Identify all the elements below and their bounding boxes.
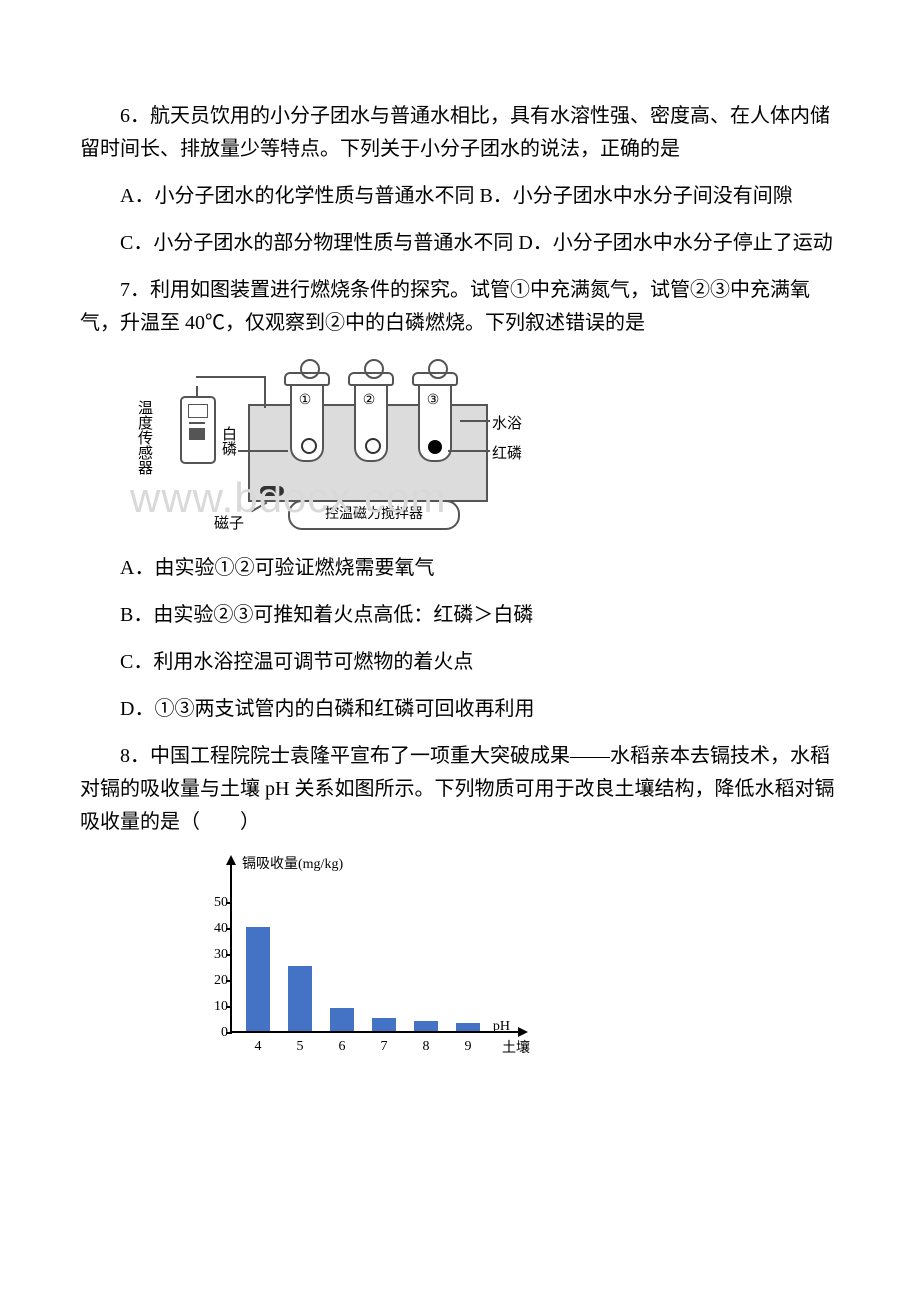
white-phosphorus-ball-2-icon bbox=[365, 438, 381, 454]
y-tick-mark bbox=[226, 980, 232, 982]
label-water-bath: 水浴 bbox=[492, 412, 522, 433]
sensor-wire-2 bbox=[196, 376, 266, 378]
stir-plate: 控温磁力搅拌器 bbox=[288, 500, 460, 530]
y-tick-label: 40 bbox=[198, 921, 228, 937]
y-tick-mark bbox=[226, 954, 232, 956]
y-tick-label: 30 bbox=[198, 947, 228, 963]
y-tick-mark bbox=[226, 928, 232, 930]
sensor-wire bbox=[196, 386, 198, 398]
q6-option-ab: A．小分子团水的化学性质与普通水不同 B．小分子团水中水分子间没有间隙 bbox=[80, 180, 840, 213]
q7-option-c: C．利用水浴控温可调节可燃物的着火点 bbox=[80, 646, 840, 679]
x-axis bbox=[230, 1031, 520, 1033]
x-axis-unit: pH bbox=[493, 1019, 510, 1035]
white-phosphorus-ball-icon bbox=[301, 438, 317, 454]
bar bbox=[414, 1021, 438, 1031]
label-white-phosphorus: 白磷 bbox=[218, 426, 239, 456]
cadmium-uptake-bar-chart: 镉吸收量(mg/kg) pH 土壤 0 10 20 30 40 50 4 5 6 7 8 9 bbox=[170, 853, 530, 1063]
tube-number-3: ③ bbox=[418, 392, 448, 409]
temperature-sensor-icon bbox=[180, 396, 216, 464]
x-tick-label: 5 bbox=[288, 1039, 312, 1055]
x-tick-label: 8 bbox=[414, 1039, 438, 1055]
x-tick-label: 9 bbox=[456, 1039, 480, 1055]
bar bbox=[372, 1018, 396, 1031]
q8-stem: 8．中国工程院院士袁隆平宣布了一项重大突破成果——水稻亲本去镉技术，水稻对镉的吸… bbox=[80, 740, 840, 839]
q8-figure: 镉吸收量(mg/kg) pH 土壤 0 10 20 30 40 50 4 5 6 7 8 9 bbox=[170, 853, 840, 1063]
magnet-icon bbox=[260, 486, 284, 496]
y-tick-label: 50 bbox=[198, 895, 228, 911]
tube-loop-3 bbox=[428, 359, 448, 379]
x-tick-label: 6 bbox=[330, 1039, 354, 1055]
bar bbox=[456, 1023, 480, 1031]
tube-number-2: ② bbox=[354, 392, 384, 409]
y-tick-mark bbox=[226, 1006, 232, 1008]
tube-loop-2 bbox=[364, 359, 384, 379]
label-sensor: 温度传感器 bbox=[134, 400, 155, 490]
lead-line-white-p bbox=[238, 450, 288, 452]
q7-stem: 7．利用如图装置进行燃烧条件的探究。试管①中充满氮气，试管②③中充满氧气，升温至… bbox=[80, 274, 840, 340]
q6-option-cd: C．小分子团水的部分物理性质与普通水不同 D．小分子团水中水分子停止了运动 bbox=[80, 227, 840, 260]
bar bbox=[330, 1008, 354, 1031]
q7-option-b: B．由实验②③可推知着火点高低：红磷＞白磷 bbox=[80, 599, 840, 632]
q7-option-a: A．由实验①②可验证燃烧需要氧气 bbox=[80, 552, 840, 585]
bar bbox=[288, 966, 312, 1031]
y-axis-label: 镉吸收量(mg/kg) bbox=[242, 853, 343, 873]
y-axis-arrow-icon bbox=[226, 855, 236, 865]
lead-line-red-p bbox=[448, 450, 490, 452]
sensor-wire-3 bbox=[264, 376, 266, 408]
x-axis-arrow-icon bbox=[518, 1027, 528, 1037]
red-phosphorus-ball-icon bbox=[428, 440, 442, 454]
label-red-phosphorus: 红磷 bbox=[492, 442, 522, 463]
tube-number-1: ① bbox=[290, 392, 320, 409]
x-axis-extra-label: 土壤 bbox=[502, 1037, 530, 1057]
x-tick-label: 7 bbox=[372, 1039, 396, 1055]
bar bbox=[246, 927, 270, 1031]
q6-stem: 6．航天员饮用的小分子团水与普通水相比，具有水溶性强、密度高、在人体内储留时间长… bbox=[80, 100, 840, 166]
q7-option-d: D．①③两支试管内的白磷和红磷可回收再利用 bbox=[80, 693, 840, 726]
lead-line-magnet bbox=[251, 502, 267, 512]
y-tick-label: 0 bbox=[198, 1025, 228, 1041]
x-tick-label: 4 bbox=[246, 1039, 270, 1055]
y-tick-mark bbox=[226, 1032, 232, 1034]
y-tick-label: 10 bbox=[198, 999, 228, 1015]
q7-figure: ① ② ③ 控温磁力搅拌器 温度传感器 白磷 磁子 水浴 bbox=[170, 354, 840, 534]
document-page: 6．航天员饮用的小分子团水与普通水相比，具有水溶性强、密度高、在人体内储留时间长… bbox=[0, 0, 920, 1302]
tube-loop-1 bbox=[300, 359, 320, 379]
apparatus-diagram: ① ② ③ 控温磁力搅拌器 温度传感器 白磷 磁子 水浴 bbox=[170, 354, 510, 534]
lead-line-bath bbox=[460, 420, 490, 422]
y-tick-label: 20 bbox=[198, 973, 228, 989]
label-magnet: 磁子 bbox=[214, 512, 244, 533]
y-tick-mark bbox=[226, 902, 232, 904]
